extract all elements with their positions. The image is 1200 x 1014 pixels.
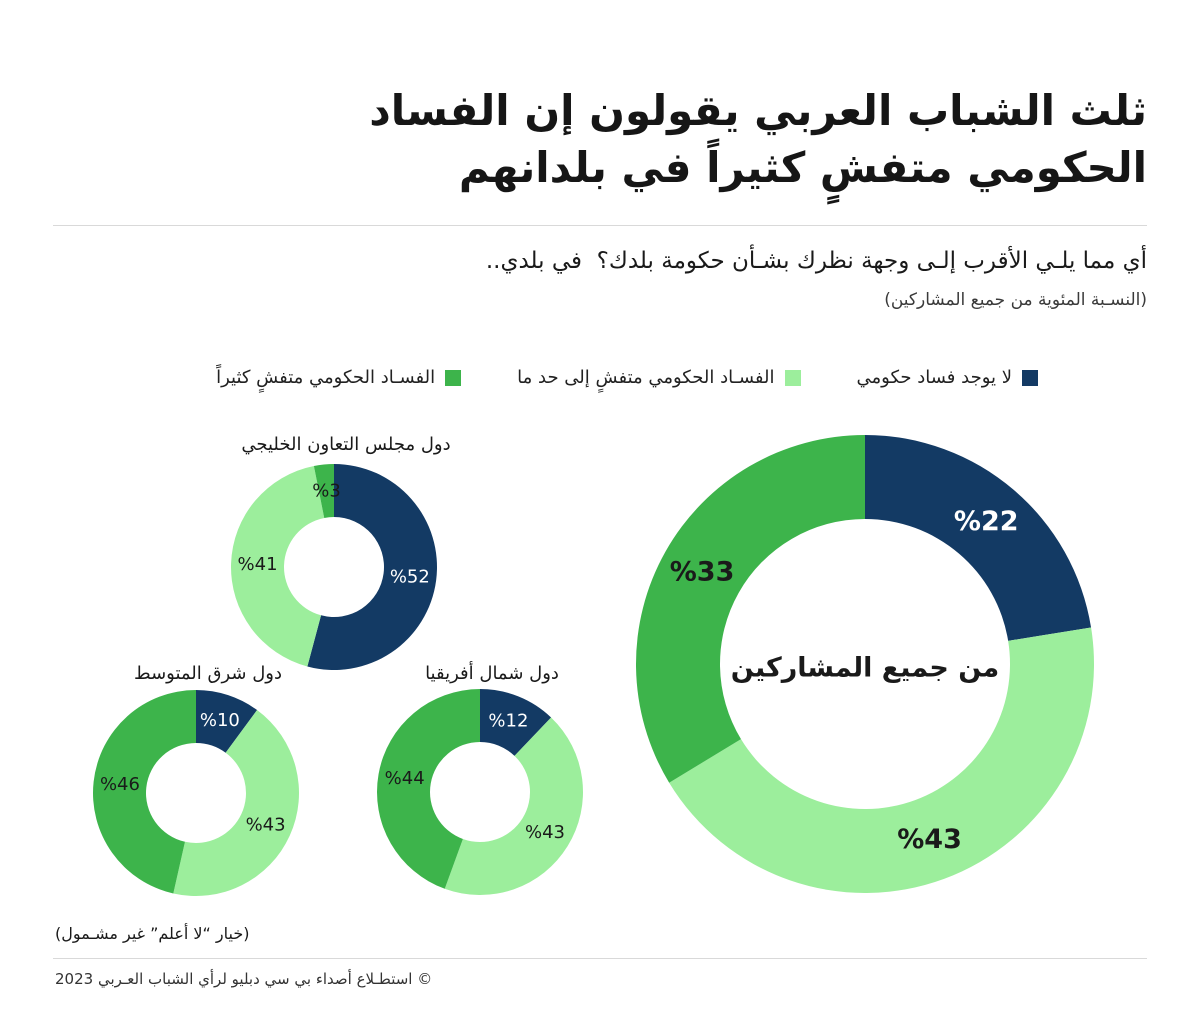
levant-segment-no-corruption — [196, 690, 258, 753]
source-credit: © استطـلاع أصداء بي سي دبليو لرأي الشباب… — [55, 970, 433, 988]
all-respondents-data-labels: %22 %43 %33 — [670, 506, 1019, 855]
gcc-segment-somewhat-widespread — [230, 465, 325, 667]
gcc-data-labels: %52 %41 %3 — [238, 480, 430, 587]
legend-label-somewhat-widespread: الفسـاد الحكومي متفشٍ إلى حد ما — [517, 367, 775, 388]
all-respondents-segment-no-corruption — [865, 435, 1092, 641]
gcc-label-somewhat-widespread: %41 — [238, 554, 278, 575]
all-respondents-segments — [636, 435, 1094, 894]
page-title-line-2: الحكومي متفشٍ كثيراً في بلدانهم — [458, 143, 1147, 192]
all-respondents-segment-very-widespread — [636, 435, 865, 783]
region-title-north-africa: دول شمال أفريقيا — [425, 663, 559, 684]
donut-chart-gcc: %52 %41 %3 — [230, 464, 438, 670]
footnote: (خيار “لا أعلم” غير مشـمول) — [55, 924, 250, 943]
legend: لا يوجد فساد حكومي الفسـاد الحكومي متفشٍ… — [216, 366, 1038, 390]
north-africa-label-very-widespread: %44 — [385, 768, 425, 789]
north-africa-segments — [376, 689, 584, 895]
legend-item-somewhat-widespread: الفسـاد الحكومي متفشٍ إلى حد ما — [517, 366, 801, 390]
all-respondents-label-no-corruption: %22 — [954, 506, 1019, 537]
levant-segment-somewhat-widespread — [173, 710, 299, 896]
all-respondents-segment-somewhat-widespread — [669, 627, 1094, 894]
legend-swatch-somewhat-widespread — [784, 370, 801, 386]
north-africa-segment-very-widespread — [376, 689, 480, 889]
page-title: ثلث الشباب العربي يقولون إن الفساد الحكو… — [369, 82, 1147, 196]
gcc-segment-no-corruption — [307, 464, 438, 670]
legend-label-very-widespread: الفسـاد الحكومي متفشٍ كثيراً — [216, 367, 436, 388]
all-respondents-label-somewhat-widespread: %43 — [897, 824, 962, 855]
page-title-line-1: ثلث الشباب العربي يقولون إن الفساد — [369, 86, 1147, 135]
legend-swatch-very-widespread — [445, 370, 462, 386]
north-africa-segment-somewhat-widespread — [444, 717, 584, 895]
levant-label-very-widespread: %46 — [100, 774, 140, 795]
legend-item-very-widespread: الفسـاد الحكومي متفشٍ كثيراً — [216, 366, 462, 390]
top-divider — [53, 225, 1147, 226]
donut-chart-north-africa: %12 %43 %44 — [376, 689, 584, 895]
bottom-divider — [53, 958, 1147, 959]
region-title-levant: دول شرق المتوسط — [134, 663, 282, 684]
north-africa-data-labels: %12 %43 %44 — [385, 710, 565, 842]
levant-label-somewhat-widespread: %43 — [246, 814, 286, 835]
levant-data-labels: %10 %43 %46 — [100, 710, 286, 835]
levant-label-no-corruption: %10 — [200, 710, 240, 731]
survey-question: أي مما يلـي الأقرب إلـى وجهة نظرك بشـأن … — [485, 248, 1147, 274]
legend-label-no-corruption: لا يوجد فساد حكومي — [856, 367, 1013, 388]
legend-swatch-no-corruption — [1022, 370, 1038, 386]
levant-segment-very-widespread — [93, 690, 196, 894]
levant-segments — [93, 690, 299, 896]
gcc-segment-very-widespread — [313, 464, 334, 518]
donut-center-title: من جميع المشاركين — [731, 653, 1000, 684]
region-title-gcc: دول مجلس التعاون الخليجي — [241, 434, 451, 455]
chart-subtitle: (النسـبة المئوية من جميع المشاركين) — [884, 290, 1147, 310]
donut-chart-levant: %10 %43 %46 — [93, 690, 299, 896]
gcc-label-very-widespread: %3 — [312, 480, 341, 501]
north-africa-label-somewhat-widespread: %43 — [525, 822, 565, 843]
legend-item-no-corruption: لا يوجد فساد حكومي — [856, 366, 1038, 390]
north-africa-segment-no-corruption — [480, 689, 552, 756]
donut-chart-all-respondents: من جميع المشاركين %22 %43 %33 — [636, 435, 1094, 894]
gcc-segments — [230, 464, 438, 670]
gcc-label-no-corruption: %52 — [390, 566, 430, 587]
north-africa-label-no-corruption: %12 — [488, 710, 528, 731]
all-respondents-label-very-widespread: %33 — [670, 557, 735, 588]
